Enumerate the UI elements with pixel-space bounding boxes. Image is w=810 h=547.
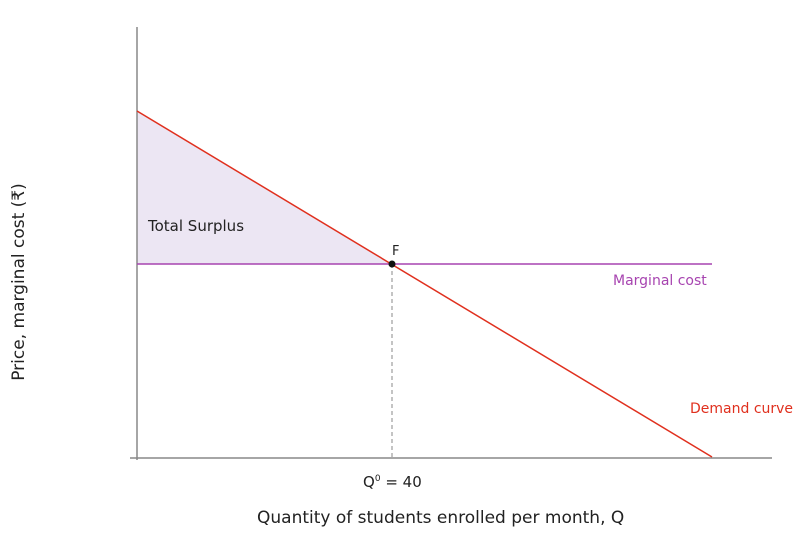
demand-curve-label: Demand curve <box>690 401 794 417</box>
q0-superscript: 0 <box>374 474 381 484</box>
q0-value: = 40 <box>380 473 422 491</box>
q0-base: Q <box>363 473 375 491</box>
point-f-label: F <box>392 244 400 259</box>
x-axis-label: Quantity of students enrolled per month,… <box>257 508 625 528</box>
marginal-cost-label: Marginal cost <box>613 273 707 289</box>
demand-curve-line <box>136 110 713 458</box>
q0-tick-label: Q0 = 40 <box>363 473 422 491</box>
total-surplus-label: Total Surplus <box>148 217 245 235</box>
y-axis-label: Price, marginal cost (₹) <box>9 183 29 381</box>
point-f-marker <box>388 260 396 268</box>
